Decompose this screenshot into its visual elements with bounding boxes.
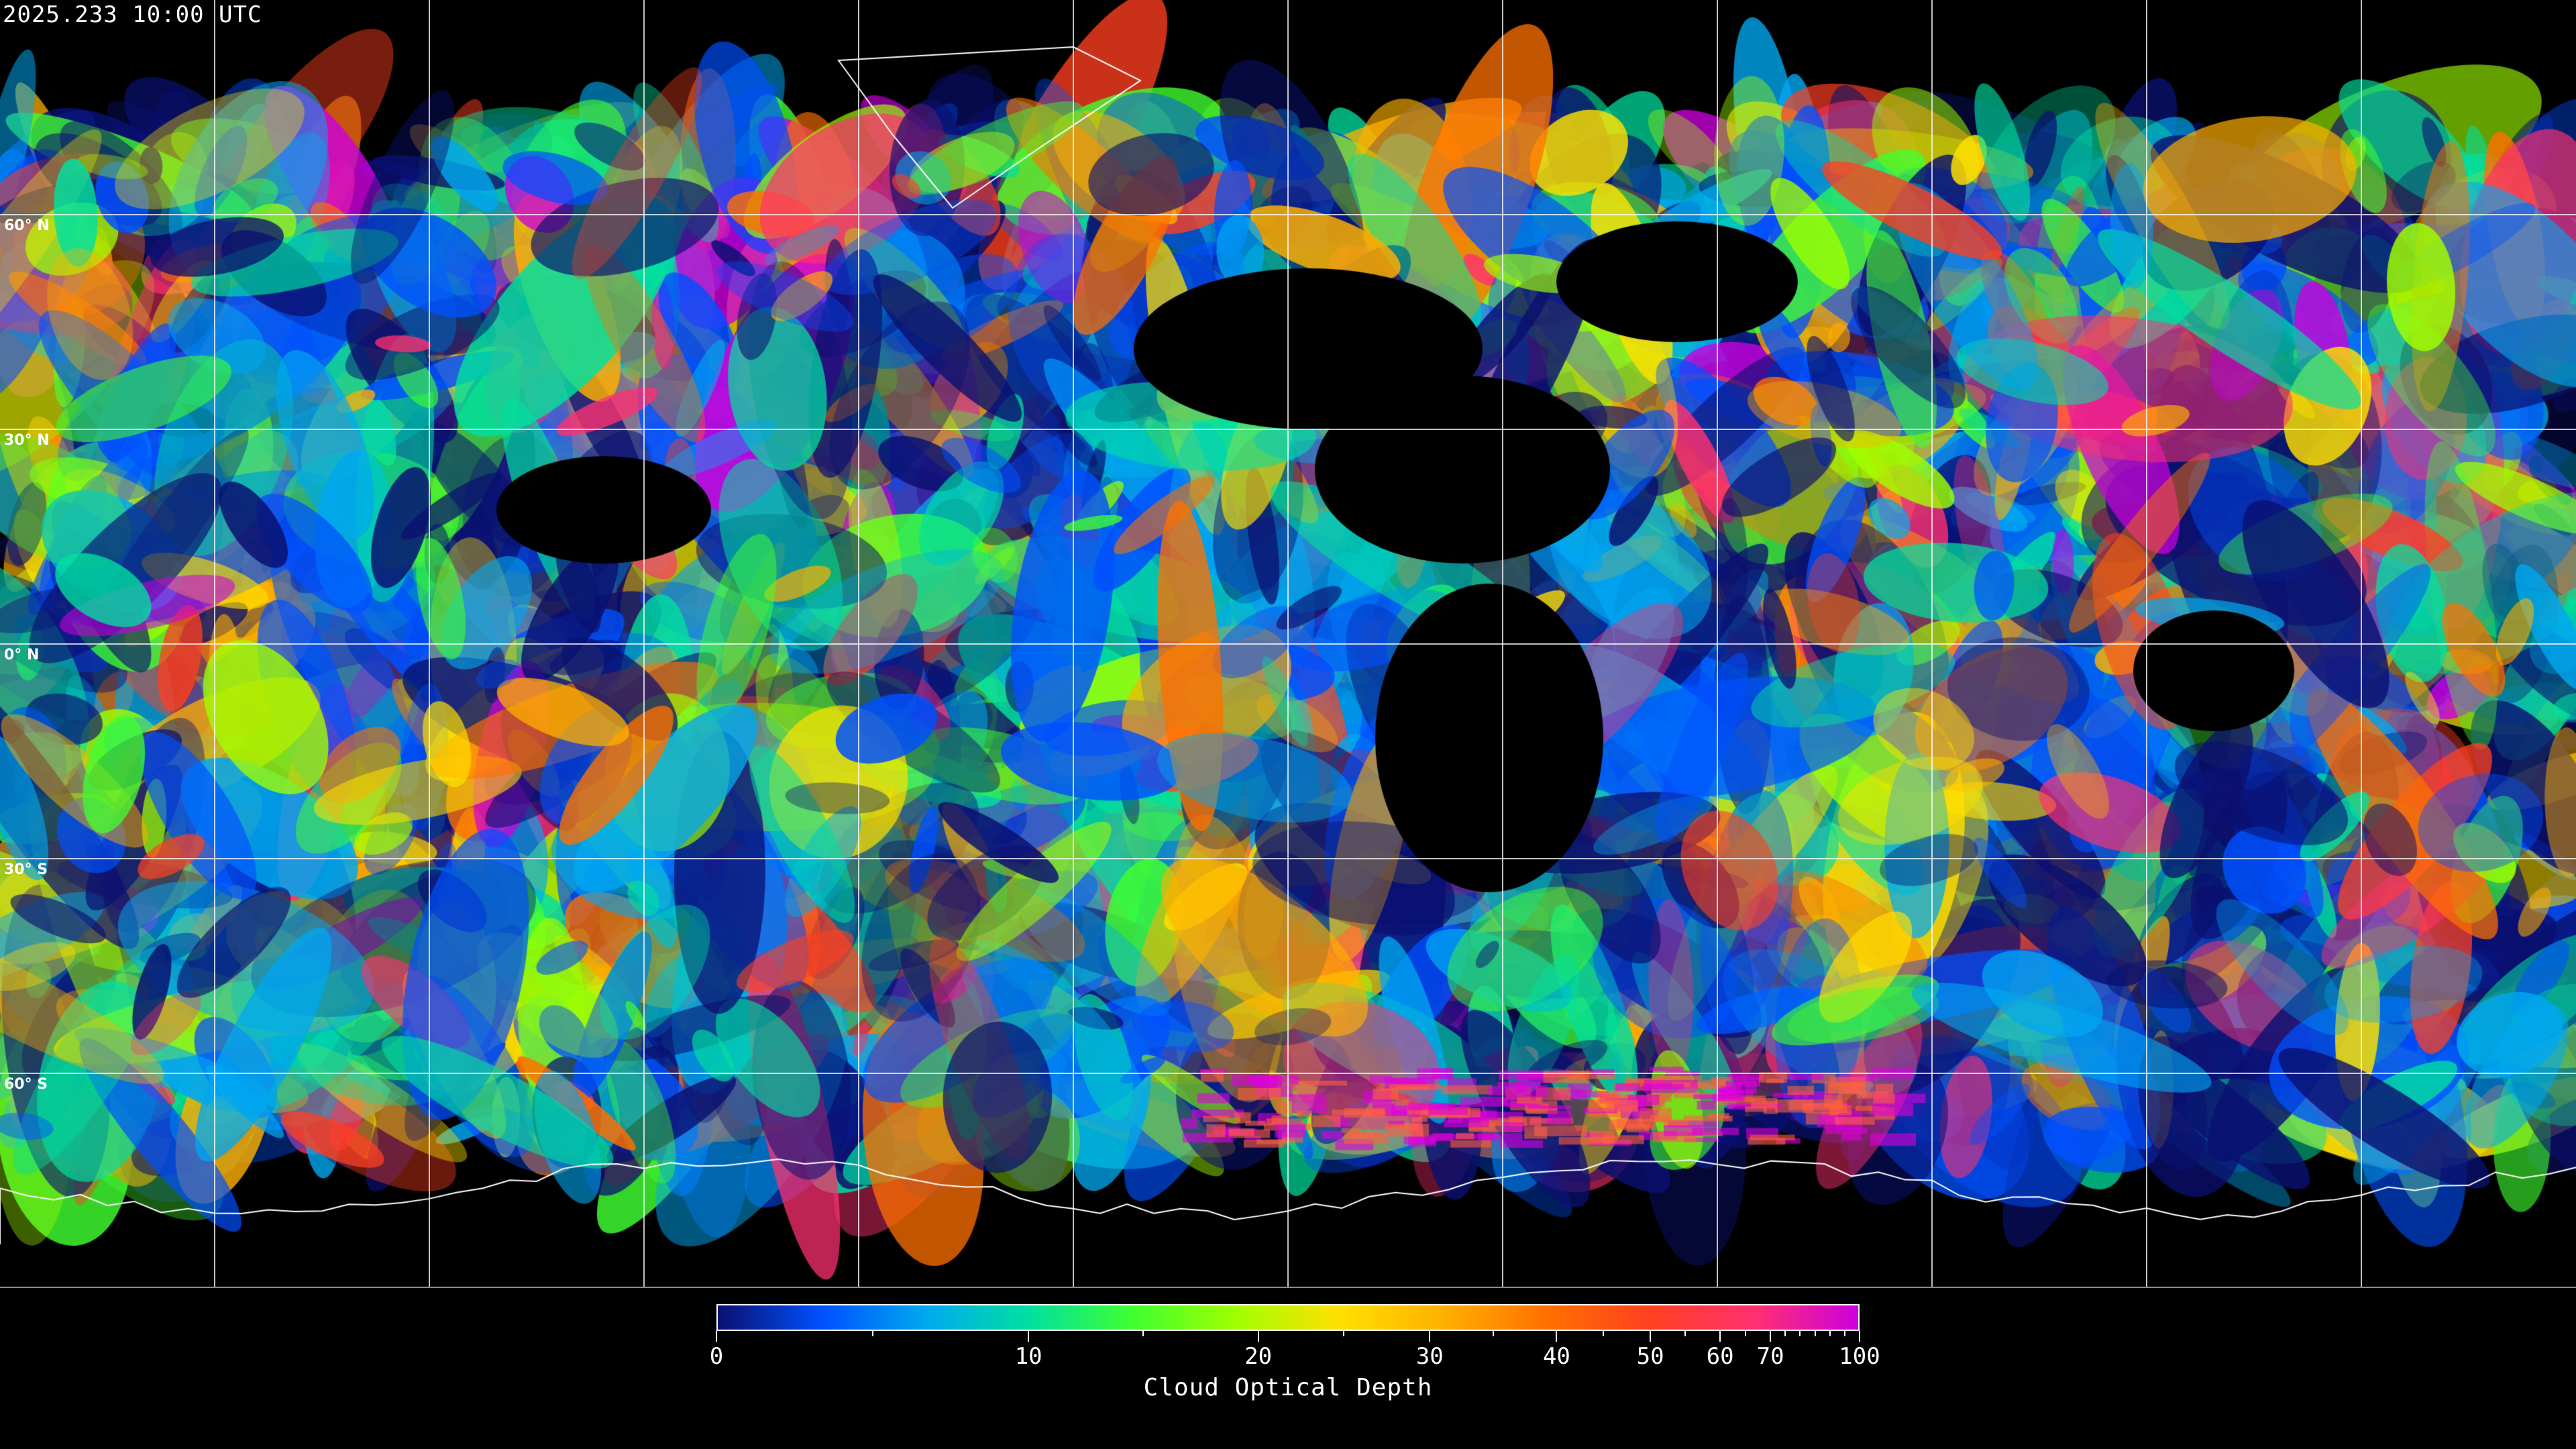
colorbar-tick-label: 70	[1756, 1343, 1784, 1370]
map-bottom-border	[0, 1287, 2576, 1288]
colorbar-tick-label: 10	[1014, 1343, 1042, 1370]
colorbar-minor-tick	[1799, 1331, 1801, 1336]
lat-label-0: 0° N	[4, 647, 40, 663]
timestamp-title: 2025.233 10:00 UTC	[3, 1, 262, 28]
colorbar-ticks: 0 10 20 30 40 50 60 70 100	[710, 1331, 1880, 1385]
colorbar-tick-label: 0	[709, 1343, 724, 1370]
colorbar-major-tick	[1770, 1331, 1772, 1342]
colorbar-minor-tick	[1343, 1331, 1345, 1336]
lat-label-30s: 30° S	[4, 861, 48, 878]
cloud-optical-depth-map	[0, 0, 2576, 1288]
colorbar-minor-tick	[1814, 1331, 1816, 1336]
colorbar-minor-tick	[1829, 1331, 1831, 1336]
colorbar-major-tick	[1429, 1331, 1431, 1342]
colorbar-minor-tick	[871, 1331, 873, 1336]
latitude-gridline	[0, 1073, 2576, 1074]
colorbar-major-tick	[1719, 1331, 1721, 1342]
colorbar-tick-label: 100	[1839, 1343, 1880, 1370]
colorbar-tick-label: 60	[1706, 1343, 1734, 1370]
colorbar-tick-label: 50	[1636, 1343, 1664, 1370]
colorbar-major-tick	[1028, 1331, 1030, 1342]
colorbar-minor-tick	[1684, 1331, 1686, 1336]
colorbar-tick-label: 30	[1415, 1343, 1444, 1370]
colorbar-major-tick	[1257, 1331, 1259, 1342]
colorbar-minor-tick	[1603, 1331, 1605, 1336]
colorbar-minor-tick	[1492, 1331, 1494, 1336]
latitude-gridline	[0, 643, 2576, 645]
colorbar-tick-label: 20	[1244, 1343, 1273, 1370]
colorbar-minor-tick	[1744, 1331, 1746, 1336]
colorbar-minor-tick	[1843, 1331, 1845, 1336]
colorbar-major-tick	[1650, 1331, 1652, 1342]
colorbar-minor-tick	[1142, 1331, 1144, 1336]
latitude-gridline	[0, 429, 2576, 430]
lat-label-60n: 60° N	[4, 217, 50, 234]
latitude-gridline	[0, 858, 2576, 859]
colorbar-minor-tick	[1784, 1331, 1786, 1336]
lat-label-30n: 30° N	[4, 432, 50, 449]
colorbar-tick-label: 40	[1542, 1343, 1570, 1370]
colorbar	[716, 1304, 1860, 1331]
colorbar-major-tick	[1556, 1331, 1558, 1342]
colorbar-major-tick	[716, 1331, 717, 1342]
colorbar-major-tick	[1859, 1331, 1860, 1342]
lat-label-60s: 60° S	[4, 1076, 48, 1093]
latitude-gridline	[0, 214, 2576, 215]
colorbar-label: Cloud Optical Depth	[1143, 1374, 1433, 1401]
